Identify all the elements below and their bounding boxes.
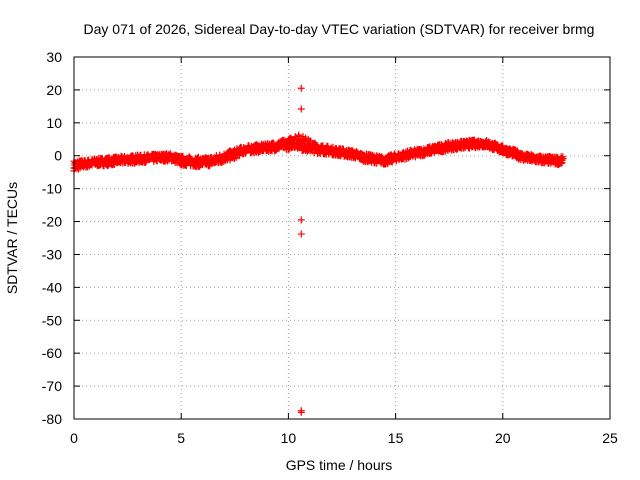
outlier-point <box>297 216 305 224</box>
trace-point <box>557 159 565 167</box>
x-axis-label: GPS time / hours <box>286 457 393 473</box>
y-tick-label: -80 <box>42 411 62 427</box>
y-tick-label: -30 <box>42 246 62 262</box>
y-tick-label: -20 <box>42 214 62 230</box>
y-axis-label: SDTVAR / TECUs <box>4 182 20 294</box>
x-tick-label: 25 <box>602 430 618 446</box>
trace-point <box>512 146 520 154</box>
x-tick-label: 15 <box>388 430 404 446</box>
x-tick-label: 20 <box>495 430 511 446</box>
x-tick-label: 10 <box>281 430 297 446</box>
trace-point <box>558 156 566 164</box>
x-tick-label: 5 <box>177 430 185 446</box>
outlier-point <box>297 84 305 92</box>
y-tick-label: 10 <box>46 115 62 131</box>
y-tick-label: -50 <box>42 312 62 328</box>
trace-point <box>74 165 82 173</box>
trace-point <box>315 148 323 156</box>
y-tick-label: -60 <box>42 345 62 361</box>
outlier-point <box>297 105 305 113</box>
plot-frame <box>73 56 611 420</box>
outlier-point <box>297 408 305 416</box>
y-tick-label: -40 <box>42 279 62 295</box>
y-tick-label: 20 <box>46 82 62 98</box>
axis-ticks: 0 5 10 15 20 25 30 20 10 0 -10 -20 -30 -40 -50 -60 -70 -8… <box>42 49 618 446</box>
y-tick-label: -10 <box>42 181 62 197</box>
data-points <box>70 84 567 416</box>
trace-point <box>230 155 238 163</box>
outlier-point <box>297 230 305 238</box>
chart-title: Day 071 of 2026, Sidereal Day-to-day VTE… <box>84 21 595 37</box>
trace-point <box>286 135 294 143</box>
y-tick-label: 30 <box>46 49 62 65</box>
trace-point <box>179 152 187 160</box>
x-tick-label: 0 <box>70 430 78 446</box>
grid-lines <box>74 57 610 419</box>
y-tick-label: -70 <box>42 378 62 394</box>
y-tick-label: 0 <box>54 148 62 164</box>
trace-point <box>559 153 567 161</box>
